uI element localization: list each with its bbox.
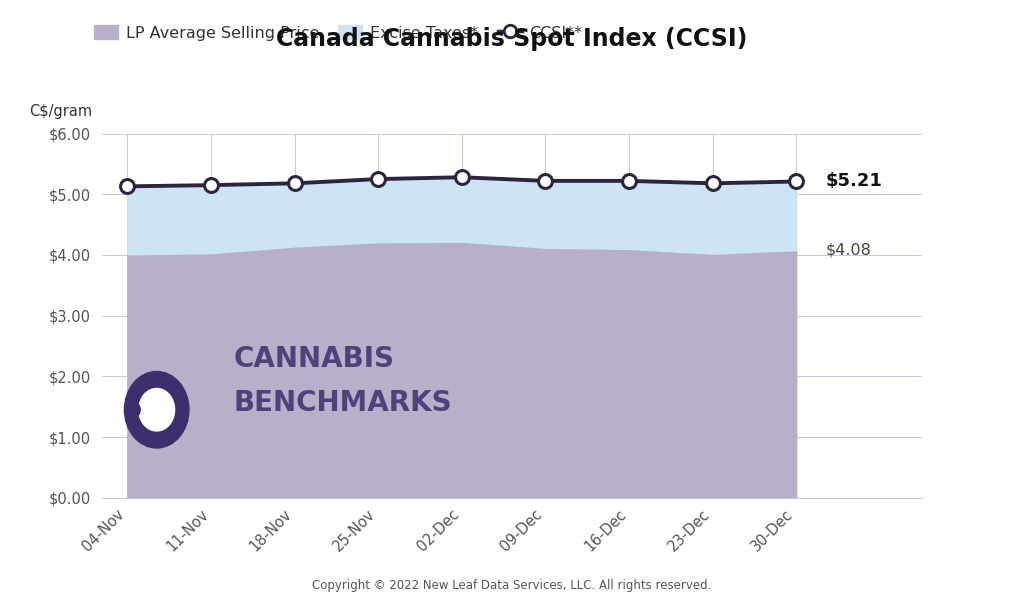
Text: CANNABIS: CANNABIS [233,345,394,373]
Text: BENCHMARKS: BENCHMARKS [233,389,453,417]
Text: $5.21: $5.21 [825,172,883,191]
Circle shape [139,388,174,431]
Text: C$/gram: C$/gram [29,104,92,119]
Circle shape [127,402,140,418]
Text: Copyright © 2022 New Leaf Data Services, LLC. All rights reserved.: Copyright © 2022 New Leaf Data Services,… [312,579,712,592]
Text: $4.08: $4.08 [825,243,871,257]
Legend: LP Average Selling Price, Excise Taxes*, CCSI**: LP Average Selling Price, Excise Taxes*,… [94,25,583,41]
Text: Canada Cannabis Spot Index (CCSI): Canada Cannabis Spot Index (CCSI) [276,27,748,52]
Circle shape [125,371,188,448]
